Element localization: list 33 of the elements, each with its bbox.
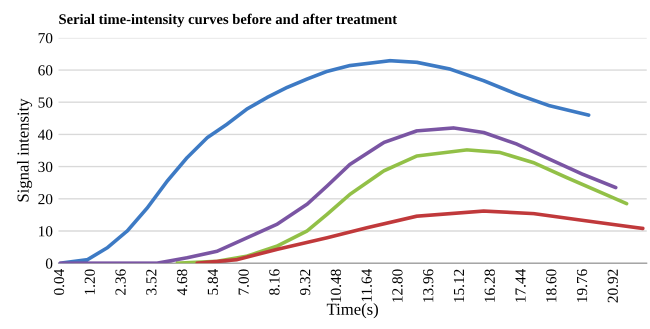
y-axis-title: Signal intensity <box>16 98 32 202</box>
x-tick-label: 0.04 <box>54 268 64 295</box>
x-tick-label: 9.32 <box>300 270 310 295</box>
y-tick-label: 20 <box>38 194 52 204</box>
x-tick-label: 13.96 <box>423 269 434 302</box>
x-tick-label: 4.68 <box>176 269 188 296</box>
x-tick-label: 16.28 <box>484 269 495 302</box>
y-tick-label: 50 <box>38 97 52 108</box>
x-tick-label: 18.60 <box>546 269 556 302</box>
line-series <box>58 126 618 264</box>
x-tick-label: 3.52 <box>146 270 157 295</box>
chart-title: Serial time-intensity curves before and after treatment <box>59 14 398 28</box>
y-tick-label: 60 <box>38 65 52 76</box>
x-tick-label: 11.64 <box>362 268 372 302</box>
y-tick-label: 0 <box>46 258 52 269</box>
x-tick-label: 8.16 <box>269 269 280 295</box>
x-tick-label: 15.12 <box>454 270 464 302</box>
x-tick-label: 2.36 <box>115 269 126 295</box>
x-tick-label: 19.76 <box>576 269 588 302</box>
x-tick-label: 5.84 <box>208 268 218 295</box>
y-tick-label: 30 <box>38 162 52 172</box>
line-series <box>195 209 645 264</box>
x-tick-label: 7.00 <box>238 269 249 294</box>
x-tick-label: 1.20 <box>84 269 96 294</box>
x-tick-label: 10.48 <box>330 269 342 302</box>
x-tick-label: 20.92 <box>608 270 618 302</box>
x-tick-label: 17.44 <box>515 268 526 302</box>
y-tick-label: 10 <box>39 226 52 236</box>
y-tick-label: 40 <box>38 130 52 140</box>
x-tick-label: 12.80 <box>392 269 403 302</box>
line-series <box>58 58 590 264</box>
y-tick-label: 70 <box>38 32 52 44</box>
x-axis-title: Time(s) <box>326 303 378 318</box>
